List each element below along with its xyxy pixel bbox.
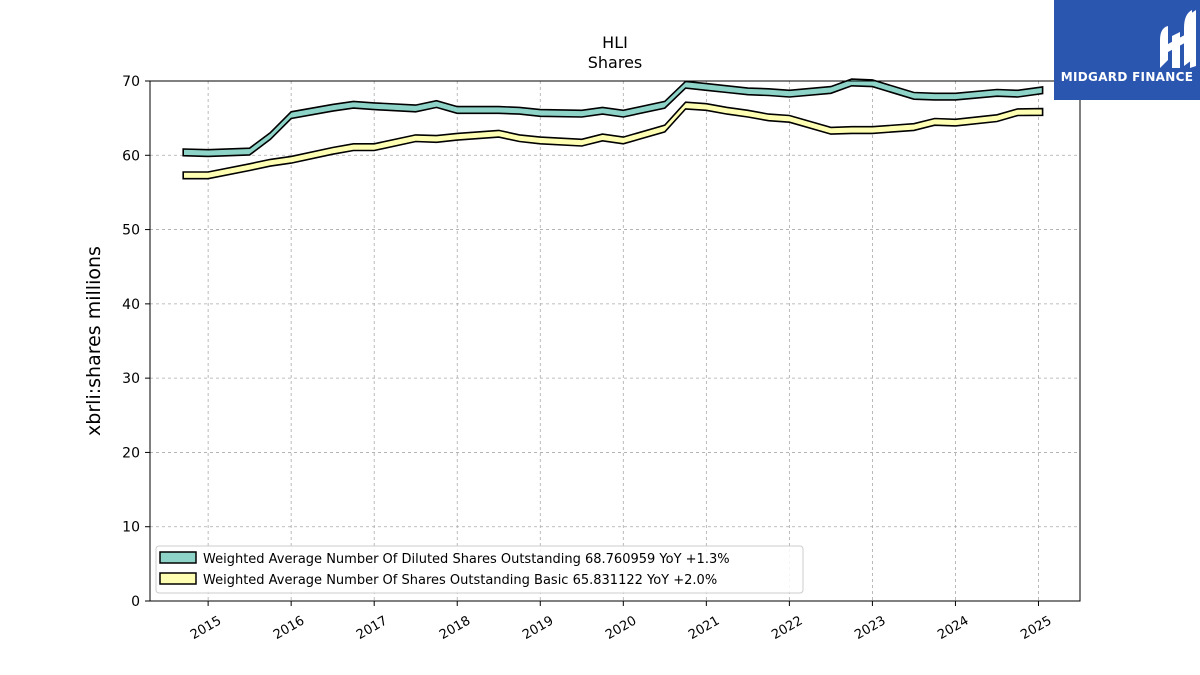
series-band-basic [182,101,1044,180]
y-tick-label: 20 [122,445,140,461]
x-tick-label: 2023 [852,613,888,643]
legend-swatch-basic [159,572,197,585]
y-tick-label: 70 [122,74,140,90]
series-band-diluted [182,78,1044,158]
y-axis: 0 10 20 30 40 50 60 70 [122,74,150,610]
x-tick-label: 2024 [935,613,971,643]
x-tick-label: 2017 [354,613,390,643]
legend: Weighted Average Number Of Diluted Share… [155,545,804,594]
x-tick-label: 2020 [603,613,639,643]
x-tick-label: 2022 [769,613,805,643]
midgard-finance-logo: MIDGARD FINANCE [1054,0,1200,100]
y-tick-label: 50 [122,223,140,239]
plot-frame [149,80,1081,602]
x-tick-label: 2025 [1018,613,1054,643]
y-axis-label: xbrli:shares millions [83,246,105,436]
x-tick-label: 2021 [686,613,722,643]
legend-swatch-diluted [159,551,197,564]
y-tick-label: 30 [122,371,140,387]
x-tick-label: 2018 [437,613,473,643]
x-tick-label: 2016 [271,613,307,643]
y-tick-label: 0 [131,594,140,610]
legend-box [155,545,804,594]
y-tick-label: 10 [122,520,140,536]
chart-title: HLI [602,33,628,52]
x-tick-label: 2019 [520,613,556,643]
x-axis: 2015 2016 2017 2018 2019 2020 2021 2022 2023 2024… [188,601,1054,643]
logo-mark-icon [1160,10,1196,68]
y-tick-label: 60 [122,148,140,164]
series-layer [182,78,1044,180]
legend-label-diluted: Weighted Average Number Of Diluted Share… [203,552,730,567]
legend-label-basic: Weighted Average Number Of Shares Outsta… [203,573,717,588]
logo-text: MIDGARD FINANCE [1060,70,1194,84]
y-tick-label: 40 [122,297,140,313]
chart-subtitle: Shares [588,53,643,72]
x-tick-label: 2015 [188,613,224,643]
